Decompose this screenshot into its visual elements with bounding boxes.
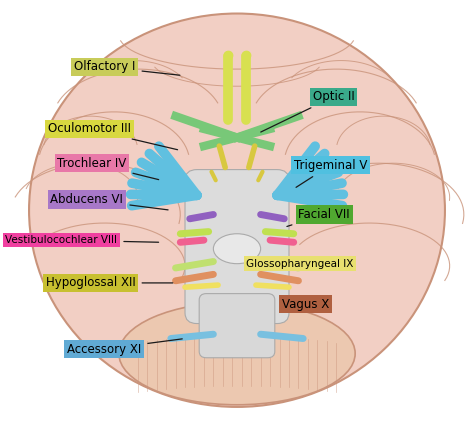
Ellipse shape <box>213 234 261 264</box>
Text: Trochlear IV: Trochlear IV <box>57 157 159 180</box>
Text: Olfactory I: Olfactory I <box>74 60 180 75</box>
Text: Vestibulocochlear VIII: Vestibulocochlear VIII <box>5 235 159 245</box>
Text: Facial VII: Facial VII <box>287 208 350 227</box>
Text: Oculomotor III: Oculomotor III <box>48 122 178 150</box>
Ellipse shape <box>29 14 445 407</box>
Text: Accessory XI: Accessory XI <box>67 339 182 356</box>
Text: Optic II: Optic II <box>261 91 355 132</box>
Text: Abducens VI: Abducens VI <box>50 193 168 210</box>
Text: Vagus X: Vagus X <box>282 297 329 311</box>
Text: Hypoglossal XII: Hypoglossal XII <box>46 276 173 290</box>
Text: Glossopharyngeal IX: Glossopharyngeal IX <box>246 259 354 269</box>
FancyBboxPatch shape <box>185 169 289 323</box>
Ellipse shape <box>119 302 355 405</box>
FancyBboxPatch shape <box>199 293 275 358</box>
Text: Trigeminal V: Trigeminal V <box>294 159 367 187</box>
